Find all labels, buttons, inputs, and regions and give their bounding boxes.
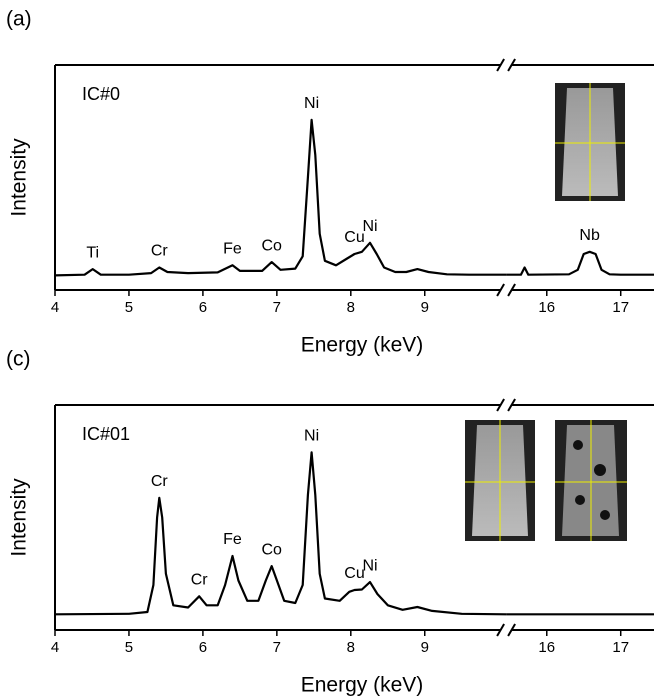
peak-label: Co [261, 237, 282, 254]
peak-label: Ni [304, 95, 319, 112]
axis-break [507, 283, 516, 297]
panel-label: (c) [6, 348, 31, 371]
y-axis-label: Intensity [8, 138, 31, 217]
x-tick-label: 6 [199, 639, 207, 656]
x-tick-label: 5 [125, 299, 133, 316]
x-axis-label: Energy (keV) [301, 334, 424, 357]
peak-label: Co [261, 541, 282, 558]
peak-label: Fe [223, 531, 242, 548]
y-axis-label: Intensity [8, 478, 31, 557]
sample-label: IC#0 [82, 84, 120, 104]
axis-break [496, 283, 505, 297]
axis-break [496, 58, 505, 72]
panel-label: (a) [6, 8, 32, 31]
x-tick-label: 9 [421, 639, 429, 656]
inset-a [555, 83, 625, 201]
x-tick-label: 17 [612, 639, 629, 656]
peak-label: Cr [151, 473, 169, 490]
x-tick-label: 7 [273, 639, 281, 656]
spectrum-line [506, 250, 654, 276]
peak-label: Ni [304, 427, 319, 444]
axis-break [496, 623, 505, 637]
x-tick-label: 9 [421, 299, 429, 316]
axis-break-gap [500, 61, 513, 69]
peak-label: Nb [579, 227, 600, 244]
peak-label: Cu [344, 565, 364, 582]
peak-label: Fe [223, 240, 242, 257]
inset-c-2 [555, 420, 627, 541]
spectrum-line [54, 451, 507, 616]
x-tick-label: 4 [51, 299, 59, 316]
peak-label: Cr [151, 243, 169, 260]
peak-label: Cr [191, 571, 209, 588]
axis-break-gap [500, 401, 513, 409]
inset-c-1 [465, 420, 535, 541]
x-tick-label: 17 [612, 299, 629, 316]
axis-break-gap [500, 626, 513, 634]
x-tick-label: 16 [538, 639, 555, 656]
peak-label: Cu [344, 229, 364, 246]
peak-label: Ti [86, 244, 99, 261]
x-axis-label: Energy (keV) [301, 674, 424, 697]
x-tick-label: 7 [273, 299, 281, 316]
x-tick-label: 6 [199, 299, 207, 316]
x-tick-label: 8 [347, 639, 355, 656]
axis-break [507, 623, 516, 637]
axis-break [507, 58, 516, 72]
x-tick-label: 4 [51, 639, 59, 656]
x-tick-label: 5 [125, 639, 133, 656]
peak-label: Ni [362, 557, 377, 574]
x-tick-label: 8 [347, 299, 355, 316]
axis-break [507, 398, 516, 412]
axis-break-gap [500, 286, 513, 294]
axis-break [496, 398, 505, 412]
x-tick-label: 16 [538, 299, 555, 316]
sample-label: IC#01 [82, 424, 130, 444]
spectrum-line [54, 118, 507, 277]
peak-label: Ni [362, 218, 377, 235]
